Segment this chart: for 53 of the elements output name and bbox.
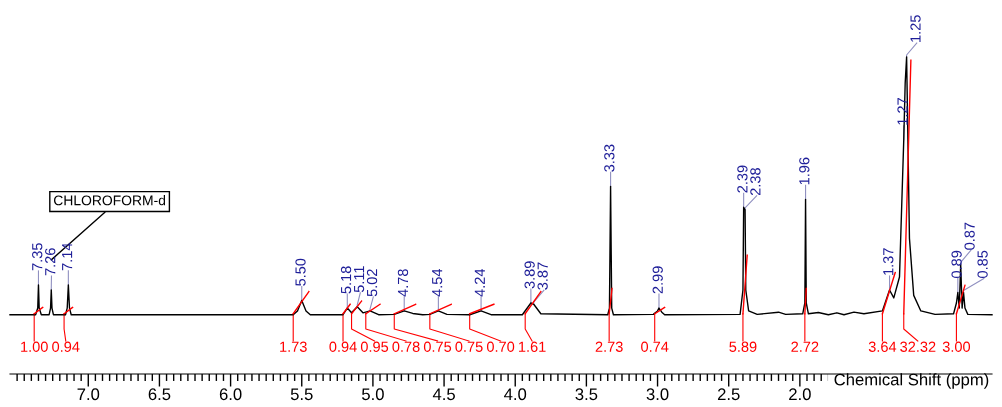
- x-tick-label: 3.0: [646, 388, 669, 401]
- annotation: 2.39: [737, 165, 748, 193]
- annotation: 1.27: [897, 98, 908, 125]
- annotation: 0.70: [486, 341, 515, 352]
- annotation: 3.87: [537, 262, 548, 290]
- x-tick-label: 5.0: [362, 388, 384, 401]
- annotation: 5.18: [340, 266, 352, 294]
- x-tick-label: 4.0: [504, 388, 527, 401]
- x-tick-label: 2.5: [717, 388, 740, 401]
- annotation: 0.78: [392, 341, 420, 352]
- annotation: 0.75: [423, 341, 452, 352]
- annotation: 4.78: [397, 269, 409, 297]
- annotation: 1.61: [519, 341, 546, 352]
- annotation: 2.73: [595, 341, 623, 352]
- annotation: 2.72: [791, 341, 819, 352]
- annotation: 7.35: [32, 243, 43, 271]
- annotation: 0.89: [951, 250, 962, 278]
- annotation: 3.00: [942, 341, 971, 352]
- annotation: 4.54: [432, 268, 443, 297]
- annotation: 3.33: [604, 144, 615, 172]
- annotation: 5.89: [729, 341, 757, 352]
- x-tick-label: 4.5: [432, 388, 455, 401]
- annotation: 2.38: [750, 168, 761, 196]
- annotation: 5.11: [354, 266, 365, 293]
- x-tick-label: 7.0: [77, 388, 100, 401]
- x-tick-label: 6.5: [148, 388, 171, 401]
- x-tick-label: 5.5: [290, 388, 313, 401]
- x-axis-title: Chemical Shift (ppm): [834, 373, 989, 389]
- annotation: 0.85: [977, 250, 988, 278]
- annotation: 5.02: [366, 269, 378, 297]
- annotation: 5.50: [295, 258, 306, 286]
- annotation: 4.24: [474, 268, 485, 297]
- annotation: 0.94: [329, 341, 357, 352]
- annotation: 3.89: [524, 261, 535, 289]
- annotation: 0.94: [52, 341, 80, 352]
- x-tick-label: 6.0: [219, 388, 242, 401]
- annotation: 2.99: [652, 266, 663, 294]
- annotation: 1.25: [910, 15, 921, 42]
- x-tick-label: 3.5: [575, 388, 598, 401]
- annotation: 7.26: [45, 248, 56, 276]
- annotation: 0.95: [360, 341, 389, 352]
- annotation: 1.73: [280, 341, 307, 352]
- x-tick-label: 2.0: [789, 388, 811, 401]
- annotation: 7.14: [62, 242, 73, 271]
- annotation: CHLOROFORM-d: [53, 195, 166, 206]
- annotation: 0.75: [455, 341, 483, 352]
- annotation: 32.32: [900, 341, 936, 352]
- annotation: 1.96: [799, 157, 810, 185]
- annotation: 3.64: [868, 341, 897, 352]
- annotation: 0.74: [641, 341, 669, 352]
- annotation: 1.00: [21, 341, 48, 352]
- annotation: 1.37: [883, 248, 894, 275]
- annotation: 0.87: [964, 222, 975, 250]
